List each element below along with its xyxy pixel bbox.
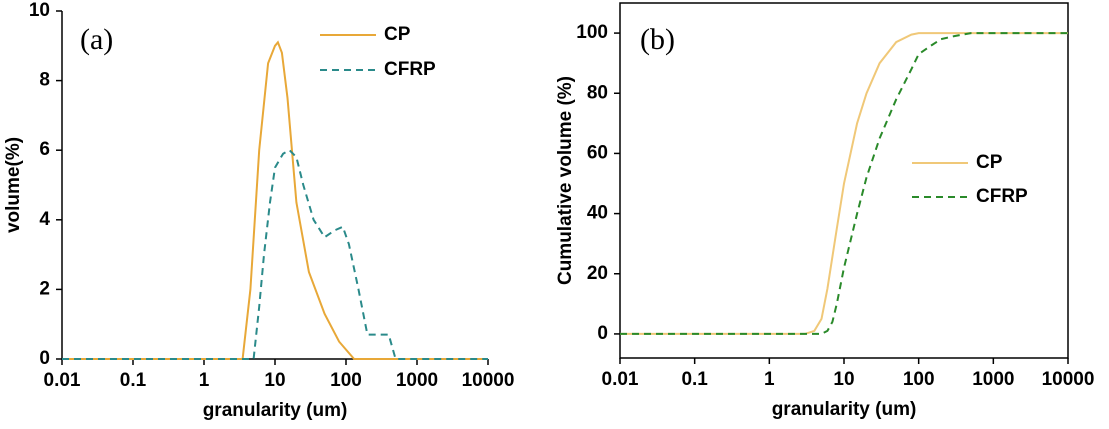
legend-label: CP xyxy=(384,24,411,45)
legend-label: CFRP xyxy=(976,186,1028,207)
x-tick-label: 10 xyxy=(264,370,285,391)
x-tick-label: 10000 xyxy=(462,370,515,391)
panel-annotation: (a) xyxy=(80,23,113,56)
x-axis-label: granularity (um) xyxy=(772,399,917,420)
y-tick-label: 60 xyxy=(587,142,608,163)
y-axis-label: Cumulative volume (%) xyxy=(555,76,576,285)
x-tick-label: 1 xyxy=(199,370,210,391)
legend-label: CFRP xyxy=(384,59,436,80)
x-tick-label: 0.1 xyxy=(120,370,147,391)
x-tick-label: 1000 xyxy=(972,369,1014,390)
x-tick-label: 100 xyxy=(330,370,362,391)
data-line xyxy=(62,148,488,360)
y-tick-label: 100 xyxy=(576,22,608,43)
x-tick-label: 10000 xyxy=(1042,369,1095,390)
x-tick-label: 0.01 xyxy=(602,369,639,390)
x-axis-label: granularity (um) xyxy=(203,400,348,421)
y-axis-label: volume(%) xyxy=(3,137,24,233)
x-tick-label: 0.1 xyxy=(681,369,708,390)
data-line xyxy=(620,32,1068,335)
x-tick-label: 1 xyxy=(764,369,775,390)
data-line xyxy=(620,32,1068,335)
y-tick-label: 4 xyxy=(39,209,50,230)
x-tick-label: 0.01 xyxy=(44,370,81,391)
y-tick-label: 20 xyxy=(587,263,608,284)
x-tick-label: 1000 xyxy=(396,370,438,391)
x-tick-label: 100 xyxy=(903,369,935,390)
y-tick-label: 10 xyxy=(29,0,50,21)
y-tick-label: 80 xyxy=(587,82,608,103)
y-tick-label: 2 xyxy=(39,278,50,299)
legend-label: CP xyxy=(976,152,1003,173)
x-tick-label: 10 xyxy=(833,369,854,390)
y-tick-label: 6 xyxy=(39,139,50,160)
y-tick-label: 0 xyxy=(597,323,608,344)
y-tick-label: 0 xyxy=(39,348,50,369)
panel-annotation: (b) xyxy=(640,23,675,56)
y-tick-label: 8 xyxy=(39,70,50,91)
data-line xyxy=(62,40,488,360)
y-tick-label: 40 xyxy=(587,203,608,224)
